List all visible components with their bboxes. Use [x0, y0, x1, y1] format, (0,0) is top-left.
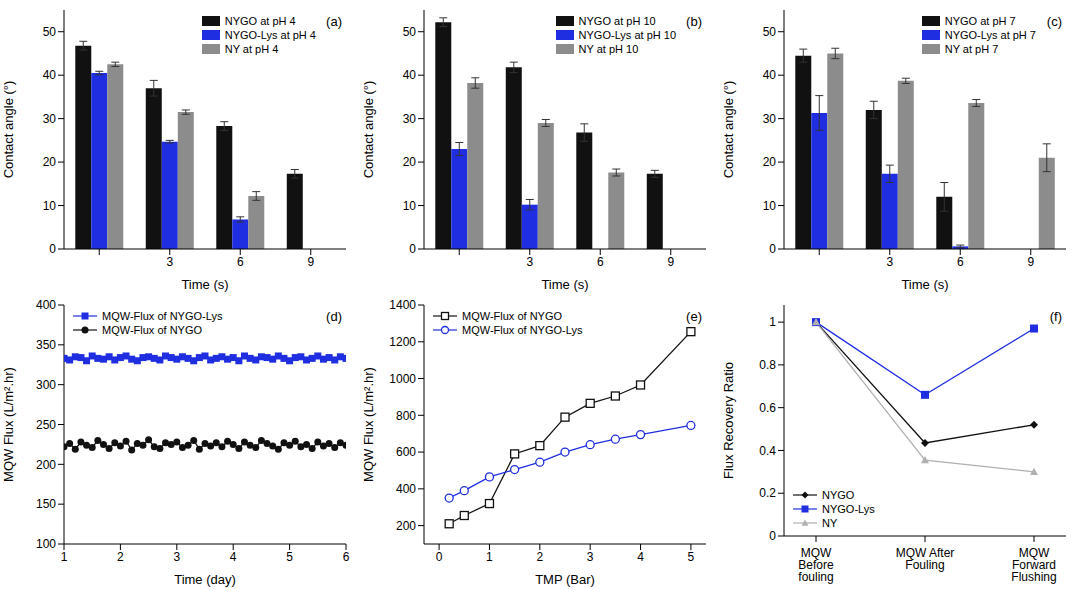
- svg-text:3: 3: [526, 255, 533, 269]
- svg-text:20: 20: [403, 155, 417, 169]
- svg-text:3: 3: [166, 255, 173, 269]
- svg-text:0: 0: [49, 242, 56, 256]
- html-text:MQW-Flux of NYGO-Lys: MQW-Flux of NYGO-Lys: [102, 310, 223, 322]
- html-text:NYGO: NYGO: [822, 489, 855, 501]
- svg-text:3: 3: [587, 550, 594, 564]
- svg-text:1000: 1000: [389, 372, 416, 386]
- svg-text:0: 0: [769, 529, 776, 543]
- svg-text:200: 200: [36, 458, 56, 472]
- svg-text:MQWBeforefouling: MQWBeforefouling: [798, 546, 834, 584]
- html-text:NYGO at pH 7: NYGO at pH 7: [944, 15, 1016, 27]
- html-text:MQW-Flux of NYGO: MQW-Flux of NYGO: [102, 324, 202, 336]
- svg-text:800: 800: [396, 409, 416, 423]
- html-text:NY: NY: [822, 517, 838, 529]
- svg-text:50: 50: [43, 25, 57, 39]
- svg-text:30: 30: [403, 112, 417, 126]
- svg-text:Time (s): Time (s): [901, 277, 948, 292]
- html-text:NYGO-Lys: NYGO-Lys: [822, 503, 875, 515]
- svg-text:10: 10: [763, 199, 777, 213]
- html-text:NY at pH 7: NY at pH 7: [944, 43, 999, 55]
- svg-text:50: 50: [763, 25, 777, 39]
- svg-text:5: 5: [286, 550, 293, 564]
- html-text:(b): (b): [686, 14, 702, 29]
- svg-text:4: 4: [637, 550, 644, 564]
- svg-text:10: 10: [403, 199, 417, 213]
- svg-text:6: 6: [343, 550, 350, 564]
- svg-text:MQW Flux (L/m².hr): MQW Flux (L/m².hr): [8, 367, 16, 482]
- svg-text:9: 9: [307, 255, 314, 269]
- svg-text:100: 100: [36, 537, 56, 551]
- svg-text:50: 50: [403, 25, 417, 39]
- html-text:NYGO-Lys at pH 4: NYGO-Lys at pH 4: [224, 29, 316, 41]
- svg-text:40: 40: [403, 68, 417, 82]
- svg-text:2: 2: [536, 550, 543, 564]
- svg-text:Time (s): Time (s): [541, 277, 588, 292]
- svg-text:600: 600: [396, 445, 416, 459]
- html-text:(e): (e): [686, 309, 702, 324]
- html-text:NYGO-Lys at pH 10: NYGO-Lys at pH 10: [578, 29, 676, 41]
- svg-text:0: 0: [436, 550, 443, 564]
- svg-text:400: 400: [396, 482, 416, 496]
- svg-text:400: 400: [36, 298, 56, 312]
- svg-text:150: 150: [36, 497, 56, 511]
- svg-text:3: 3: [173, 550, 180, 564]
- html-text:(c): (c): [1046, 14, 1062, 29]
- svg-text:4: 4: [230, 550, 237, 564]
- svg-text:250: 250: [36, 418, 56, 432]
- svg-text:1: 1: [769, 315, 776, 329]
- svg-text:6: 6: [957, 255, 964, 269]
- svg-text:1: 1: [61, 550, 68, 564]
- svg-text:0: 0: [769, 242, 776, 256]
- html-text:MQW-Flux of NYGO: MQW-Flux of NYGO: [462, 310, 562, 322]
- svg-text:Flux Recovery Ratio: Flux Recovery Ratio: [721, 362, 736, 479]
- svg-text:1400: 1400: [389, 298, 416, 312]
- svg-text:20: 20: [763, 155, 777, 169]
- svg-text:9: 9: [1027, 255, 1034, 269]
- html-text:(a): (a): [326, 14, 342, 29]
- svg-text:0: 0: [409, 242, 416, 256]
- svg-text:6: 6: [237, 255, 244, 269]
- svg-text:0.8: 0.8: [759, 358, 776, 372]
- svg-text:350: 350: [36, 338, 56, 352]
- html-text:NY at pH 4: NY at pH 4: [224, 43, 279, 55]
- svg-text:40: 40: [43, 68, 57, 82]
- svg-text:2: 2: [117, 550, 124, 564]
- svg-text:Contact angle (°): Contact angle (°): [721, 81, 736, 179]
- svg-text:TMP (Bar): TMP (Bar): [535, 572, 595, 587]
- svg-text:0.2: 0.2: [759, 486, 776, 500]
- svg-text:0.6: 0.6: [759, 401, 776, 415]
- svg-text:3: 3: [886, 255, 893, 269]
- svg-text:MQWForwardFlushing: MQWForwardFlushing: [1011, 546, 1056, 584]
- svg-text:0.4: 0.4: [759, 444, 776, 458]
- svg-text:Contact angle (°): Contact angle (°): [361, 81, 376, 179]
- svg-text:30: 30: [43, 112, 57, 126]
- svg-text:30: 30: [763, 112, 777, 126]
- svg-text:40: 40: [763, 68, 777, 82]
- svg-text:5: 5: [688, 550, 695, 564]
- svg-text:1: 1: [486, 550, 493, 564]
- svg-text:MQW AfterFouling: MQW AfterFouling: [896, 546, 955, 572]
- svg-text:6: 6: [597, 255, 604, 269]
- svg-text:10: 10: [43, 199, 57, 213]
- html-text:MQW-Flux of NYGO-Lys: MQW-Flux of NYGO-Lys: [462, 324, 583, 336]
- svg-text:Contact angle (°): Contact angle (°): [8, 81, 16, 179]
- html-text:(f): (f): [1049, 309, 1062, 324]
- svg-text:Time (day): Time (day): [174, 572, 236, 587]
- html-text:NYGO at pH 10: NYGO at pH 10: [578, 15, 656, 27]
- html-text:(d): (d): [326, 309, 342, 324]
- svg-text:300: 300: [36, 378, 56, 392]
- svg-text:20: 20: [43, 155, 57, 169]
- html-text:NYGO at pH 4: NYGO at pH 4: [224, 15, 296, 27]
- html-text:NYGO-Lys at pH 7: NYGO-Lys at pH 7: [944, 29, 1036, 41]
- html-text:NY at pH 10: NY at pH 10: [578, 43, 639, 55]
- svg-text:1200: 1200: [389, 335, 416, 349]
- svg-text:200: 200: [396, 519, 416, 533]
- svg-text:9: 9: [667, 255, 674, 269]
- svg-text:MQW Flux (L/m².hr): MQW Flux (L/m².hr): [361, 367, 376, 482]
- svg-text:Time (s): Time (s): [181, 277, 228, 292]
